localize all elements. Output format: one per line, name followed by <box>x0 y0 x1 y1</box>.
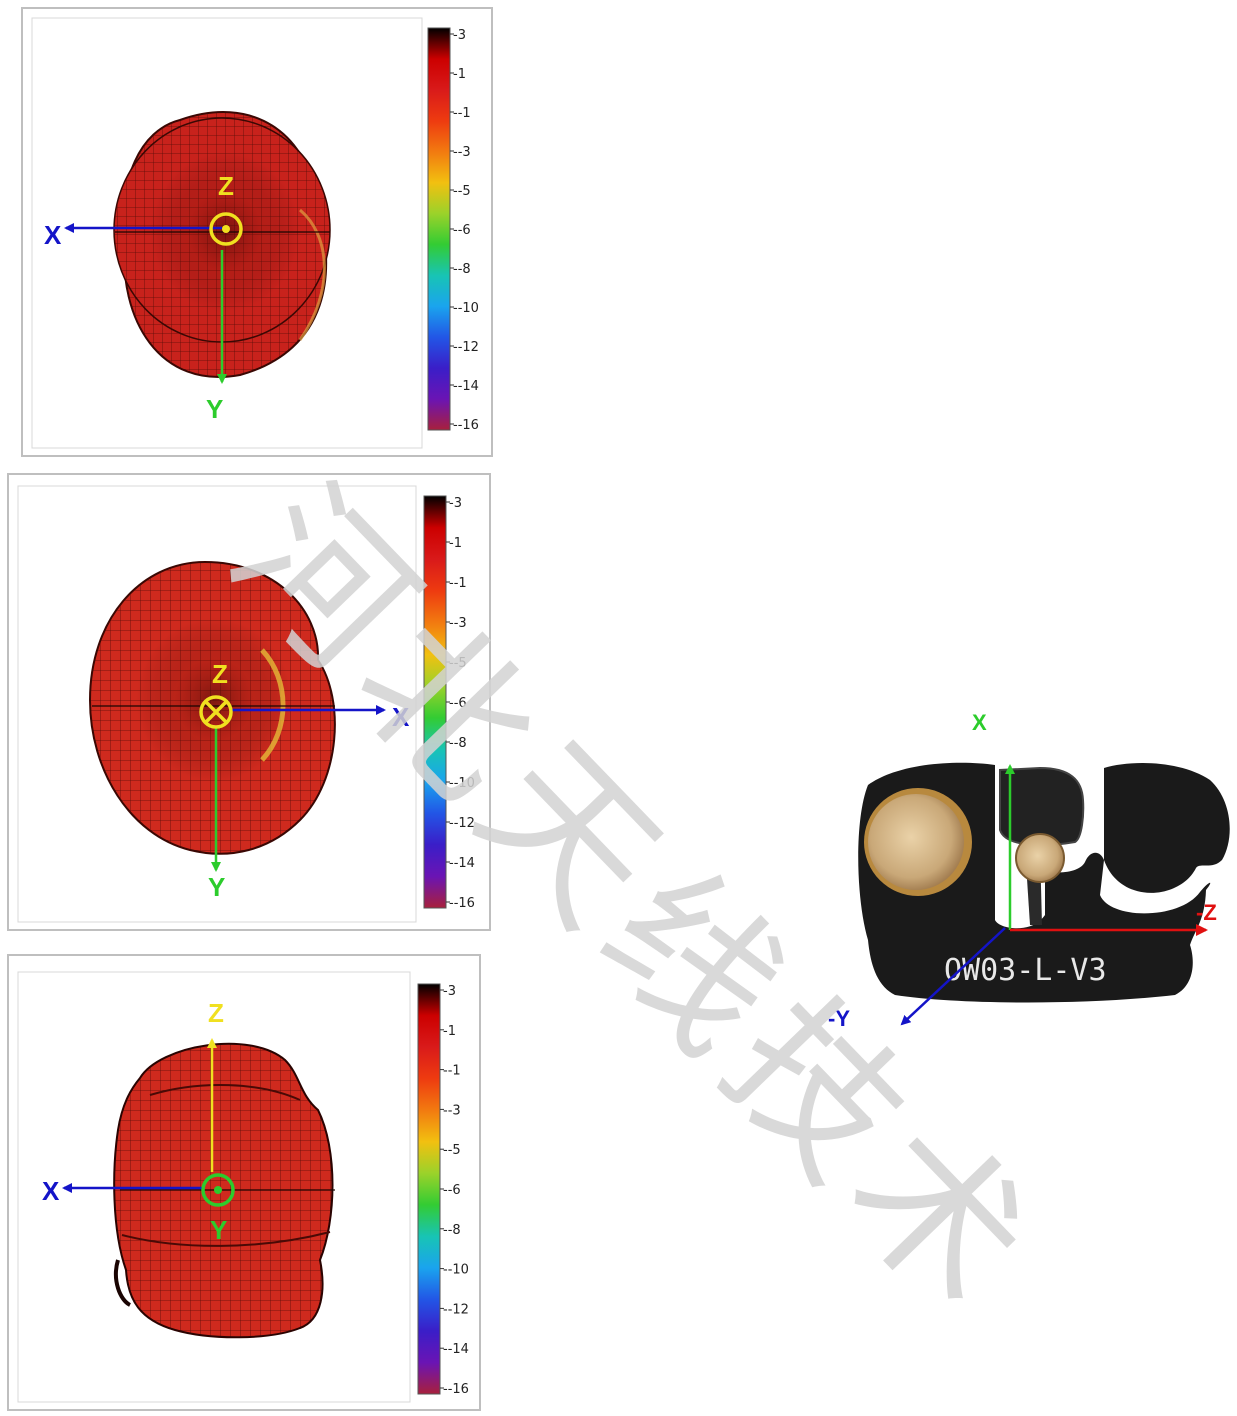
colorbar-tick-label: --16 <box>443 1382 469 1397</box>
colorbar-tick-label: -3 <box>453 28 466 43</box>
colorbar-tick-label: --8 <box>453 262 471 277</box>
z-cross-icon <box>204 700 228 724</box>
colorbar-tick-label: -1 <box>443 1024 456 1039</box>
colorbar-tick-label: --10 <box>453 301 479 316</box>
z-into-page-symbol <box>199 695 233 729</box>
colorbar-tick-label: --14 <box>449 856 475 871</box>
colorbar-tick-label: --10 <box>449 776 475 791</box>
gold-contact-pad-large <box>868 794 964 890</box>
pcb-marking: OW03-L-V3 <box>944 953 1107 988</box>
x-axis-label: X <box>44 220 62 250</box>
colorbar-ticks: -3 -1 --1 --3 --5 --6 --8 --10 --12 --14 --16 <box>440 984 469 1397</box>
y-axis-label: Y <box>208 872 225 902</box>
colorbar-tick-label: --3 <box>449 616 467 631</box>
colorbar: -3 -1 --1 --3 --5 --6 --8 --10 --12 --14 --16 <box>423 495 475 911</box>
colorbar-tick-label: --1 <box>453 106 471 121</box>
z-dot-icon <box>222 225 230 233</box>
y-dot-icon <box>214 1186 222 1194</box>
colorbar-tick-label: -3 <box>443 984 456 999</box>
colorbar: -3 -1 --1 --3 --5 --6 --8 --10 --12 --14 --16 <box>427 27 479 433</box>
colorbar-tick-label: --16 <box>453 418 479 433</box>
pcb-neg-y-axis-arrow <box>900 927 1006 1026</box>
pcb-cutout-inner <box>999 766 1085 847</box>
colorbar-tick-label: -3 <box>449 496 462 511</box>
colorbar: -3 -1 --1 --3 --5 --6 --8 --10 --12 --14 --16 <box>417 983 469 1397</box>
colorbar-tick-label: -1 <box>453 67 466 82</box>
colorbar-tick-label: --3 <box>443 1103 461 1118</box>
colorbar-ticks: -3 -1 --1 --3 --5 --6 --8 --10 --12 --14 --16 <box>450 28 479 433</box>
x-axis-label: X <box>392 702 410 732</box>
pcb-board-right-lobe <box>1104 763 1230 893</box>
z-axis-label: Z <box>218 171 234 201</box>
colorbar-ticks: -3 -1 --1 --3 --5 --6 --8 --10 --12 --14 --16 <box>446 496 475 911</box>
colorbar-tick-label: --5 <box>449 656 467 671</box>
panel-middle: X Y Z -3 -1 --1 --3 --5 --6 --8 --10 --12 --14 --1… <box>7 473 491 931</box>
y-axis-label: Y <box>206 394 223 424</box>
z-axis-label: Z <box>212 659 228 689</box>
colorbar-tick-label: --12 <box>443 1302 469 1317</box>
colorbar-tick-label: --14 <box>443 1342 469 1357</box>
colorbar-tick-label: --16 <box>449 896 475 911</box>
pcb-antenna-photo: OW03-L-V3 <box>858 762 1230 1003</box>
colorbar-gradient-strip <box>427 27 451 431</box>
colorbar-tick-label: --5 <box>443 1143 461 1158</box>
colorbar-tick-label: -1 <box>449 536 462 551</box>
colorbar-tick-label: --3 <box>453 145 471 160</box>
colorbar-tick-label: --12 <box>449 816 475 831</box>
colorbar-tick-label: --10 <box>443 1263 469 1278</box>
z-out-of-page-symbol <box>209 212 243 246</box>
panel-top: X Y Z -3 -1 --1 --3 --5 --6 --8 --10 --12 --14 --1… <box>21 7 493 457</box>
z-axis-label: Z <box>208 998 224 1028</box>
gold-contact-pad-small <box>1015 833 1065 883</box>
colorbar-gradient-strip <box>417 983 441 1395</box>
colorbar-tick-label: --6 <box>449 696 467 711</box>
y-axis-label: Y <box>210 1215 227 1245</box>
colorbar-tick-label: --6 <box>443 1183 461 1198</box>
y-out-of-page-symbol <box>201 1173 235 1207</box>
radiation-pattern-3d <box>113 1042 335 1339</box>
colorbar-tick-label: --1 <box>443 1064 461 1079</box>
colorbar-tick-label: --6 <box>453 223 471 238</box>
colorbar-tick-label: --12 <box>453 340 479 355</box>
colorbar-tick-label: --14 <box>453 379 479 394</box>
colorbar-tick-label: --8 <box>449 736 467 751</box>
x-axis-label: X <box>42 1176 60 1206</box>
colorbar-tick-label: --5 <box>453 184 471 199</box>
panel-bottom: X Z Y -3 -1 --1 --3 --5 --6 --8 --10 --12 --14 --1… <box>7 954 481 1411</box>
colorbar-tick-label: --1 <box>449 576 467 591</box>
colorbar-tick-label: --8 <box>443 1223 461 1238</box>
pcb-x-axis-label: X <box>972 710 987 735</box>
pcb-neg-y-axis-label: -Y <box>828 1006 850 1031</box>
pcb-neg-z-axis-label: -Z <box>1196 900 1217 925</box>
